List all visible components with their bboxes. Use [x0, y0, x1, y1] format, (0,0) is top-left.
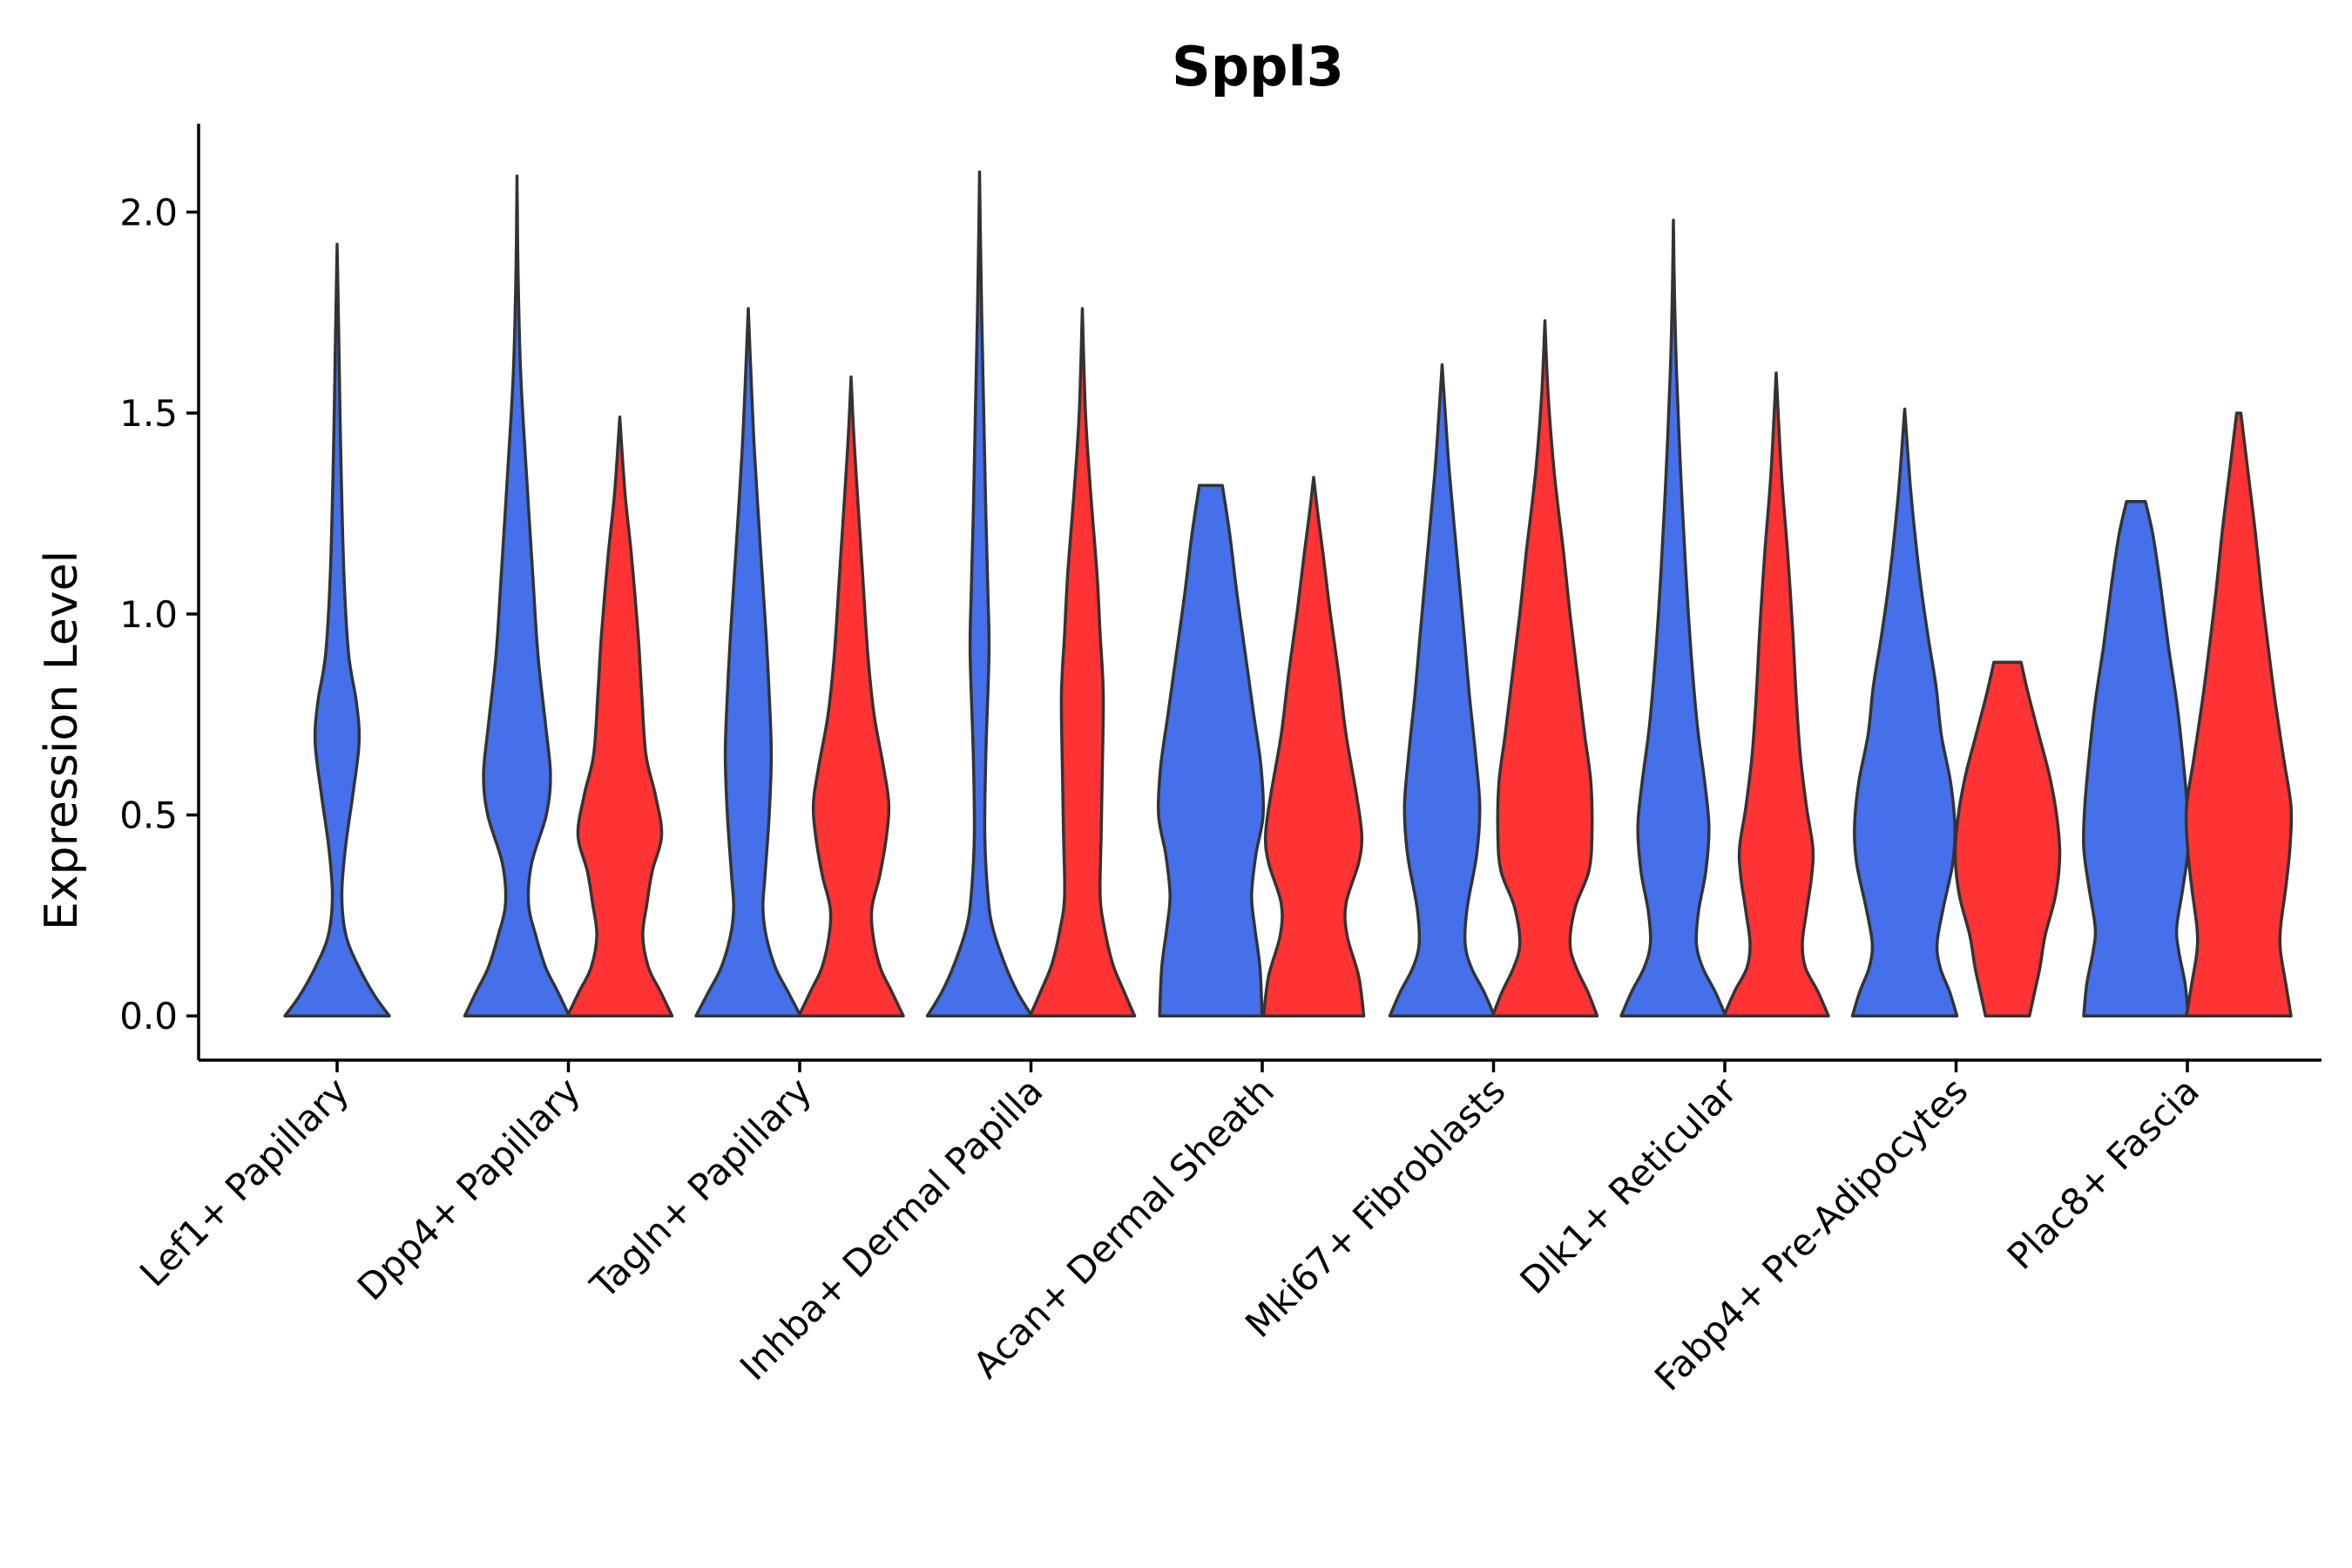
violin-mki67-fibroblasts-blue [1388, 363, 1497, 1017]
y-axis: 0.0 0.5 1.0 1.5 2.0 [119, 124, 200, 1060]
y-tick-label: 1.5 [119, 392, 178, 435]
x-tick-label-dpp4-papillary: Dpp4+ Papillary [349, 1069, 589, 1308]
violin-inhba-dermal-papilla-blue [925, 170, 1034, 1017]
violin-fabp4-pre-adipocytes-red [1953, 660, 2062, 1017]
x-tick-label-plac8-fascia: Plac8+ Fascia [1999, 1069, 2207, 1277]
x-tick-label-lef1-papillary: Lef1+ Papillary [132, 1069, 357, 1294]
violin-group [283, 170, 2294, 1017]
violin-dpp4-papillary-red [565, 416, 674, 1017]
violin-acan-dermal-sheath-blue [1156, 483, 1266, 1017]
violin-tagln-papillary-red [797, 375, 905, 1017]
violin-plac8-fascia-blue [2081, 499, 2191, 1017]
y-axis-title: Expression Level [36, 551, 88, 930]
violin-tagln-papillary-blue [694, 307, 802, 1017]
violin-acan-dermal-sheath-red [1261, 476, 1366, 1017]
violin-plac8-fascia-red [2184, 411, 2294, 1017]
violin-dlk1-reticular-blue [1619, 218, 1727, 1017]
x-tick-label-dlk1-reticular: Dlk1+ Reticular [1512, 1069, 1746, 1302]
y-tick-label: 2.0 [119, 192, 178, 234]
violin-inhba-dermal-papilla-red [1028, 307, 1137, 1017]
violin-dpp4-papillary-blue [463, 174, 571, 1017]
violin-fabp4-pre-adipocytes-blue [1850, 407, 1959, 1017]
violin-lef1-papillary-blue [283, 242, 391, 1017]
x-tick-label-tagln-papillary: Tagln+ Papillary [582, 1069, 820, 1307]
chart-title: Sppl3 [1172, 35, 1344, 98]
x-tick-label-mki67-fibroblasts: Mki67+ Fibroblasts [1237, 1069, 1513, 1345]
y-tick-label: 0.0 [119, 995, 178, 1037]
violin-mki67-fibroblasts-red [1490, 319, 1599, 1017]
y-tick-label: 1.0 [119, 593, 178, 636]
violin-dlk1-reticular-red [1722, 371, 1830, 1017]
y-tick-label: 0.5 [119, 794, 178, 837]
